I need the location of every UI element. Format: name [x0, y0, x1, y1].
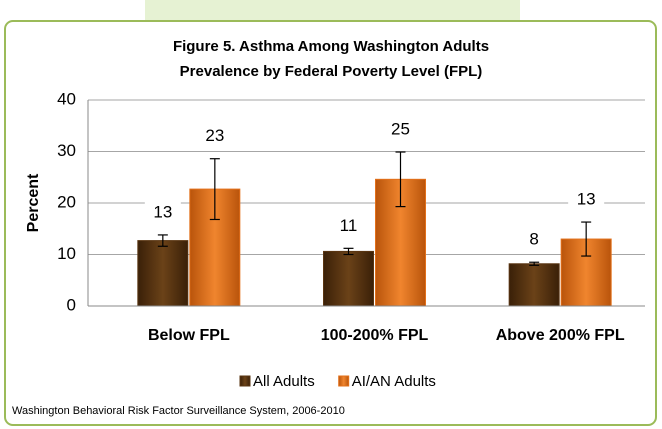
value-label-bg — [196, 125, 233, 148]
x-tick-label: 100-200% FPL — [321, 327, 429, 344]
top-strip — [145, 0, 520, 21]
legend-label: AI/AN Adults — [352, 373, 436, 390]
value-label: 8 — [529, 230, 538, 249]
value-label: 25 — [391, 119, 410, 138]
value-label: 11 — [340, 216, 358, 235]
x-tick-label: Below FPL — [148, 327, 230, 344]
chart-subtitle: Prevalence by Federal Poverty Level (FPL… — [180, 63, 483, 80]
x-tick-label: Above 200% FPL — [496, 327, 625, 344]
note: Washington Behavioral Risk Factor Survei… — [12, 405, 345, 417]
chart-title: Figure 5. Asthma Among Washington Adults — [173, 38, 489, 55]
legend-swatch — [239, 375, 251, 387]
y-tick-label: 10 — [57, 244, 76, 263]
y-tick-label: 0 — [67, 295, 76, 314]
legend-label: All Adults — [253, 373, 315, 390]
bar — [323, 250, 374, 307]
y-tick-label: 40 — [57, 89, 76, 108]
bar — [137, 240, 189, 307]
y-tick-label: 30 — [57, 141, 76, 160]
y-axis-label: Percent — [25, 173, 42, 232]
y-tick-label: 20 — [57, 192, 76, 211]
value-label-bg — [382, 119, 419, 142]
value-label-bg — [144, 201, 181, 224]
value-label: 13 — [153, 202, 172, 221]
value-label-bg — [568, 189, 605, 212]
value-label-bg — [516, 229, 553, 252]
value-label: 23 — [205, 126, 224, 145]
legend-swatch — [338, 375, 350, 387]
value-label: 13 — [577, 190, 596, 209]
value-label-bg — [330, 215, 367, 238]
bar — [508, 263, 560, 307]
